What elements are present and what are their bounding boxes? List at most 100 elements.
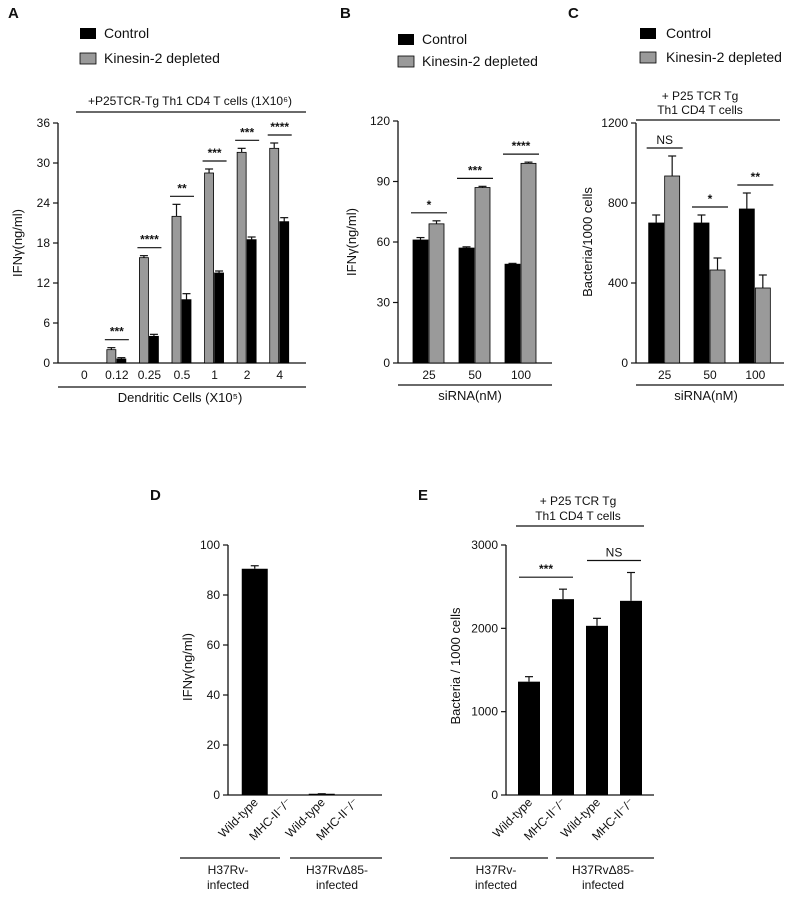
bar-d	[241, 568, 268, 795]
panel-b: B Control Kinesin-2 depleted IFNγ(ng/ml)…	[340, 5, 552, 403]
significance-label-a: **	[177, 181, 187, 195]
bar-kd-a	[106, 349, 117, 364]
significance-label-e: ***	[539, 562, 553, 576]
condition-label-e-line1: + P25 TCR Tg	[540, 494, 617, 508]
bar-control-a	[116, 358, 127, 364]
panel-c: C Control Kinesin-2 depleted + P25 TCR T…	[568, 5, 784, 403]
y-tick-label-e: 2000	[471, 621, 498, 635]
bar-kd-b	[520, 162, 537, 364]
legend-label-kd-c: Kinesin-2 depleted	[666, 49, 782, 65]
bar-kd-b	[474, 187, 491, 364]
panel-letter-d: D	[150, 487, 161, 504]
legend-label-control-b: Control	[422, 31, 467, 47]
bar-control-b	[412, 239, 429, 364]
bar-control-a	[279, 221, 290, 364]
y-tick-label-e: 1000	[471, 705, 498, 719]
y-tick-label-a: 18	[37, 236, 51, 250]
y-tick-label-b: 0	[383, 356, 390, 370]
plot-area-d: 020406080100Wild-typeMHC-II⁻/⁻Wild-typeM…	[200, 538, 382, 843]
x-tick-label-c: 25	[658, 368, 672, 382]
significance-label-c: **	[751, 170, 761, 184]
panel-d: D IFNγ(ng/ml) 020406080100Wild-typeMHC-I…	[150, 487, 382, 892]
legend-label-kd-a: Kinesin-2 depleted	[104, 50, 220, 66]
legend-swatch-kd-c	[639, 51, 657, 64]
bar-kd-c	[754, 287, 771, 364]
y-axis-title-d: IFNγ(ng/ml)	[180, 633, 195, 701]
x-tick-label-a: 0.5	[174, 368, 191, 382]
legend-label-control-c: Control	[666, 25, 711, 41]
group-label-d-1-line1: H37Rv-	[208, 863, 249, 877]
x-tick-label-a: 0.25	[138, 368, 162, 382]
x-tick-label-c: 100	[745, 368, 765, 382]
bar-control-a	[181, 299, 192, 364]
bar-kd-c	[709, 269, 726, 364]
panel-letter-b: B	[340, 5, 351, 22]
bar-control-b	[504, 263, 521, 364]
x-tick-label-a: 2	[244, 368, 251, 382]
x-tick-label-c: 50	[703, 368, 717, 382]
x-axis-title-a: Dendritic Cells (X10⁵)	[118, 390, 243, 405]
y-tick-label-d: 60	[207, 638, 221, 652]
significance-label-b: ***	[468, 163, 482, 177]
y-tick-label-d: 20	[207, 738, 221, 752]
legend-swatch-kd-a	[79, 52, 97, 65]
significance-label-e: NS	[606, 546, 623, 560]
condition-label-c-line2: Th1 CD4 T cells	[657, 103, 743, 117]
y-tick-label-a: 36	[37, 116, 51, 130]
x-tick-label-b: 100	[511, 368, 531, 382]
bar-control-a	[246, 239, 257, 364]
bar-kd-b	[428, 223, 445, 364]
y-tick-label-a: 12	[37, 276, 51, 290]
group-label-d-2-line1: H37RvΔ85-	[306, 863, 368, 877]
y-tick-label-e: 0	[491, 788, 498, 802]
group-label-e-2-line1: H37RvΔ85-	[572, 863, 634, 877]
panel-letter-e: E	[418, 487, 428, 504]
panel-letter-a: A	[8, 5, 19, 22]
y-tick-label-b: 60	[377, 235, 391, 249]
bar-kd-c	[664, 175, 681, 364]
bar-kd-a	[171, 215, 182, 364]
significance-label-b: ****	[512, 139, 531, 153]
bar-kd-a	[139, 257, 149, 364]
bar-d	[308, 793, 335, 795]
y-tick-label-c: 800	[608, 196, 628, 210]
bar-control-c	[738, 208, 755, 364]
y-tick-label-c: 1200	[601, 116, 628, 130]
x-axis-title-b: siRNA(nM)	[438, 388, 502, 403]
y-tick-label-b: 120	[370, 114, 390, 128]
y-tick-label-b: 90	[377, 175, 391, 189]
group-label-e-2-line2: infected	[582, 878, 624, 892]
bar-kd-a	[204, 172, 214, 364]
y-axis-title-e: Bacteria / 1000 cells	[448, 607, 463, 725]
significance-label-b: *	[427, 198, 432, 212]
significance-label-a: ***	[110, 325, 124, 339]
bar-kd-a	[236, 151, 247, 364]
condition-label-a: +P25TCR-Tg Th1 CD4 T cells (1X10⁶)	[88, 94, 292, 108]
bar-e	[586, 625, 608, 795]
x-tick-label-b: 50	[468, 368, 482, 382]
bar-control-b	[458, 247, 475, 364]
x-tick-label-b: 25	[422, 368, 436, 382]
y-axis-title-c: Bacteria/1000 cells	[580, 187, 595, 297]
bar-e	[518, 681, 540, 795]
y-tick-label-d: 40	[207, 688, 221, 702]
y-axis-title-a: IFNγ(ng/ml)	[10, 209, 25, 277]
y-tick-label-d: 100	[200, 538, 220, 552]
significance-label-a: ***	[240, 125, 254, 139]
y-tick-label-d: 80	[207, 588, 221, 602]
y-tick-label-a: 24	[37, 196, 51, 210]
bar-control-c	[648, 222, 665, 364]
bar-e	[620, 600, 642, 795]
y-tick-label-c: 0	[621, 356, 628, 370]
legend-label-control-a: Control	[104, 25, 149, 41]
bar-e	[552, 599, 574, 795]
x-tick-label-a: 0.12	[105, 368, 129, 382]
bar-kd-a	[269, 147, 280, 364]
panel-a: A Control Kinesin-2 depleted +P25TCR-Tg …	[8, 5, 306, 405]
y-tick-label-a: 6	[43, 316, 50, 330]
significance-label-a: ***	[208, 146, 222, 160]
group-label-d-1-line2: infected	[207, 878, 249, 892]
